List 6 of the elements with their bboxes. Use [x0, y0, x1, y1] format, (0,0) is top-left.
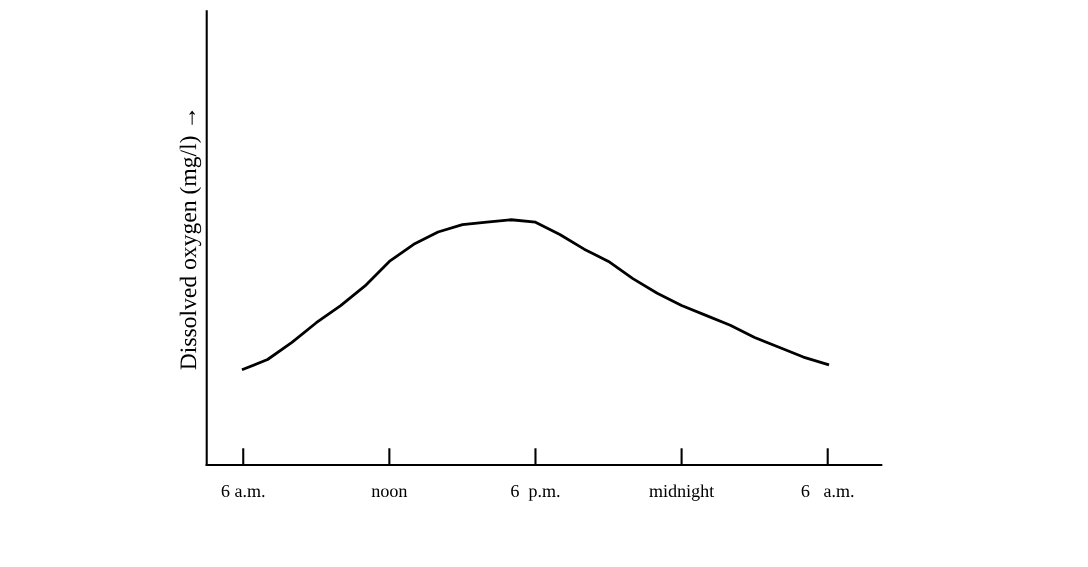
x-tick-label: midnight [649, 484, 715, 501]
y-axis-title: Dissolved oxygen (mg/l) → [179, 110, 202, 370]
x-tick-label: 6 p.m. [511, 484, 560, 501]
x-tick-label: noon [371, 488, 408, 498]
x-tick-label: 6 a.m. [221, 484, 265, 498]
x-tick-label: 6 a.m. [801, 484, 854, 498]
